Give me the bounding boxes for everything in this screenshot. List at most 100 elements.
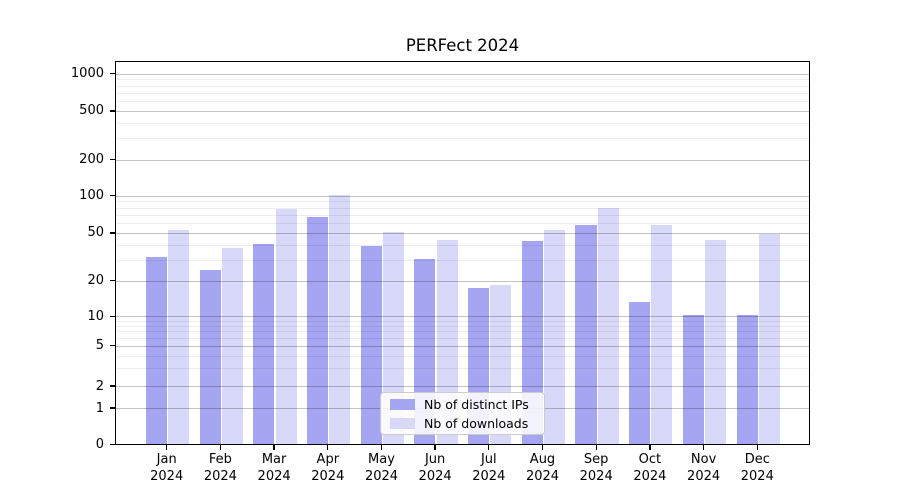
y-tick-label: 200 [79,152,104,168]
bar-downloads [168,229,190,444]
bar-downloads [651,224,673,444]
legend-swatch-downloads [390,417,415,429]
minor-gridline [116,259,809,261]
bar-downloads [705,239,727,444]
bar-downloads [382,231,405,444]
y-tick-mark [109,195,115,197]
x-tick-mark [488,445,490,450]
bar-downloads [758,234,780,444]
x-tick-label: Sep 2024 [579,452,613,484]
y-tick-label: 10 [87,308,104,324]
minor-gridline [116,214,809,216]
major-gridline [116,232,809,234]
y-tick-label: 50 [87,225,104,241]
major-gridline [116,73,809,75]
legend: Nb of distinct IPs Nb of downloads [380,392,545,435]
y-tick-label: 500 [79,103,104,119]
x-tick-label: Apr 2024 [311,452,345,484]
x-tick-mark [595,445,597,450]
legend-label-distinct-ips: Nb of distinct IPs [424,396,529,412]
minor-gridline [116,201,809,203]
legend-item-downloads: Nb of downloads [390,416,535,431]
minor-gridline [116,92,809,94]
minor-gridline [116,244,809,246]
y-tick-mark [109,385,115,387]
minor-gridline [116,207,809,209]
major-gridline [116,280,809,282]
x-tick-mark [327,445,329,450]
legend-label-downloads: Nb of downloads [424,415,529,431]
x-tick-label: Jan 2024 [150,452,184,484]
chart-title: PERFect 2024 [405,36,520,55]
legend-swatch-distinct-ips [390,398,415,410]
bar-distinct-ips [360,246,382,444]
minor-gridline [116,85,809,87]
major-gridline [116,110,809,112]
x-tick-label: May 2024 [364,452,399,484]
x-tick-label: Dec 2024 [740,452,774,484]
major-gridline [116,345,809,347]
minor-gridline [116,331,809,333]
major-gridline [116,159,809,161]
bar-distinct-ips [629,301,651,444]
minor-gridline [116,325,809,327]
x-tick-label: Feb 2024 [203,452,237,484]
x-tick-mark [273,445,275,450]
bar-downloads [275,208,297,444]
x-tick-label: Aug 2024 [525,452,560,484]
x-tick-mark [541,445,544,450]
y-tick-mark [109,73,115,75]
bar-distinct-ips [682,315,704,444]
x-tick-label: Jul 2024 [472,452,506,484]
bar-distinct-ips [736,315,758,444]
minor-gridline [116,355,809,357]
y-tick-label: 20 [87,273,104,289]
bar-distinct-ips [253,243,275,444]
bar-downloads [597,208,619,444]
y-tick-label: 5 [95,338,104,354]
x-tick-label: Mar 2024 [257,452,291,484]
y-tick-mark [109,345,115,347]
bar-downloads [329,194,351,444]
y-tick-label: 2 [95,378,104,394]
bar-downloads [221,247,243,444]
bar-distinct-ips [199,270,221,444]
bar-distinct-ips [145,256,168,444]
x-tick-mark [434,445,436,450]
y-tick-mark [109,444,115,446]
bar-downloads [543,229,566,444]
bar-distinct-ips [307,217,329,444]
x-tick-label: Jun 2024 [418,452,452,484]
y-tick-label: 0 [95,437,104,453]
x-tick-mark [649,445,651,450]
x-tick-mark [756,445,758,450]
x-tick-label: Nov 2024 [687,452,721,484]
bar-distinct-ips [575,224,597,444]
minor-gridline [116,101,809,103]
y-tick-mark [109,280,115,282]
y-tick-mark [109,232,115,234]
major-gridline [116,195,809,197]
minor-gridline [116,338,809,339]
minor-gridline [116,368,809,370]
minor-gridline [116,79,809,81]
x-tick-mark [702,445,705,450]
y-tick-label: 1 [95,400,104,416]
minor-gridline [116,320,809,322]
major-gridline [116,316,809,318]
plot-area [115,61,810,445]
major-gridline [116,386,809,387]
minor-gridline [116,122,809,124]
x-tick-mark [219,445,222,450]
x-tick-mark [166,445,168,450]
y-tick-label: 1000 [70,66,104,82]
y-tick-mark [109,315,115,317]
minor-gridline [116,223,809,225]
y-tick-mark [109,110,115,112]
legend-item-distinct-ips: Nb of distinct IPs [390,397,535,412]
y-tick-mark [109,407,115,409]
y-tick-label: 100 [79,188,104,204]
y-tick-mark [109,158,115,161]
x-tick-mark [380,445,383,450]
